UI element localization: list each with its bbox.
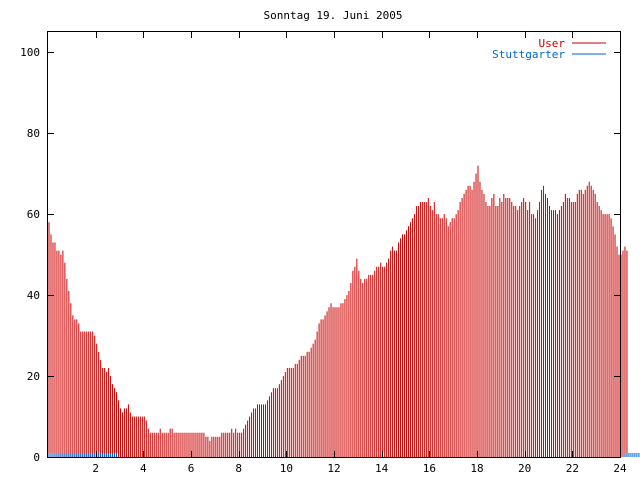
y-tick-label: 80 <box>27 127 40 140</box>
series-user-bars <box>48 165 628 457</box>
y-tick-label: 0 <box>33 451 40 464</box>
legend-label: Stuttgarter <box>492 48 565 61</box>
x-tick-label: 20 <box>518 462 531 475</box>
x-tick-label: 10 <box>280 462 293 475</box>
chart-title: Sonntag 19. Juni 2005 <box>263 9 402 22</box>
y-axis: 0 20 40 60 80 100 <box>20 46 620 464</box>
x-tick-label: 24 <box>613 462 627 475</box>
x-tick-label: 12 <box>327 462 340 475</box>
plot-frame <box>47 31 621 458</box>
y-tick-label: 40 <box>27 289 40 302</box>
x-tick-label: 4 <box>140 462 147 475</box>
legend-label: User <box>539 37 566 50</box>
x-tick-label: 6 <box>188 462 195 475</box>
x-tick-label: 18 <box>470 462 483 475</box>
x-tick-label: 22 <box>566 462 579 475</box>
x-tick-label: 2 <box>92 462 99 475</box>
x-tick-label: 14 <box>375 462 389 475</box>
y-tick-label: 20 <box>27 370 40 383</box>
x-tick-label: 8 <box>235 462 242 475</box>
x-tick-label: 16 <box>423 462 436 475</box>
y-tick-label: 100 <box>20 46 40 59</box>
series-stuttgarter-bars <box>48 452 640 457</box>
x-axis: 2 4 6 8 10 12 14 16 18 20 22 24 <box>92 32 627 475</box>
y-tick-label: 60 <box>27 208 40 221</box>
